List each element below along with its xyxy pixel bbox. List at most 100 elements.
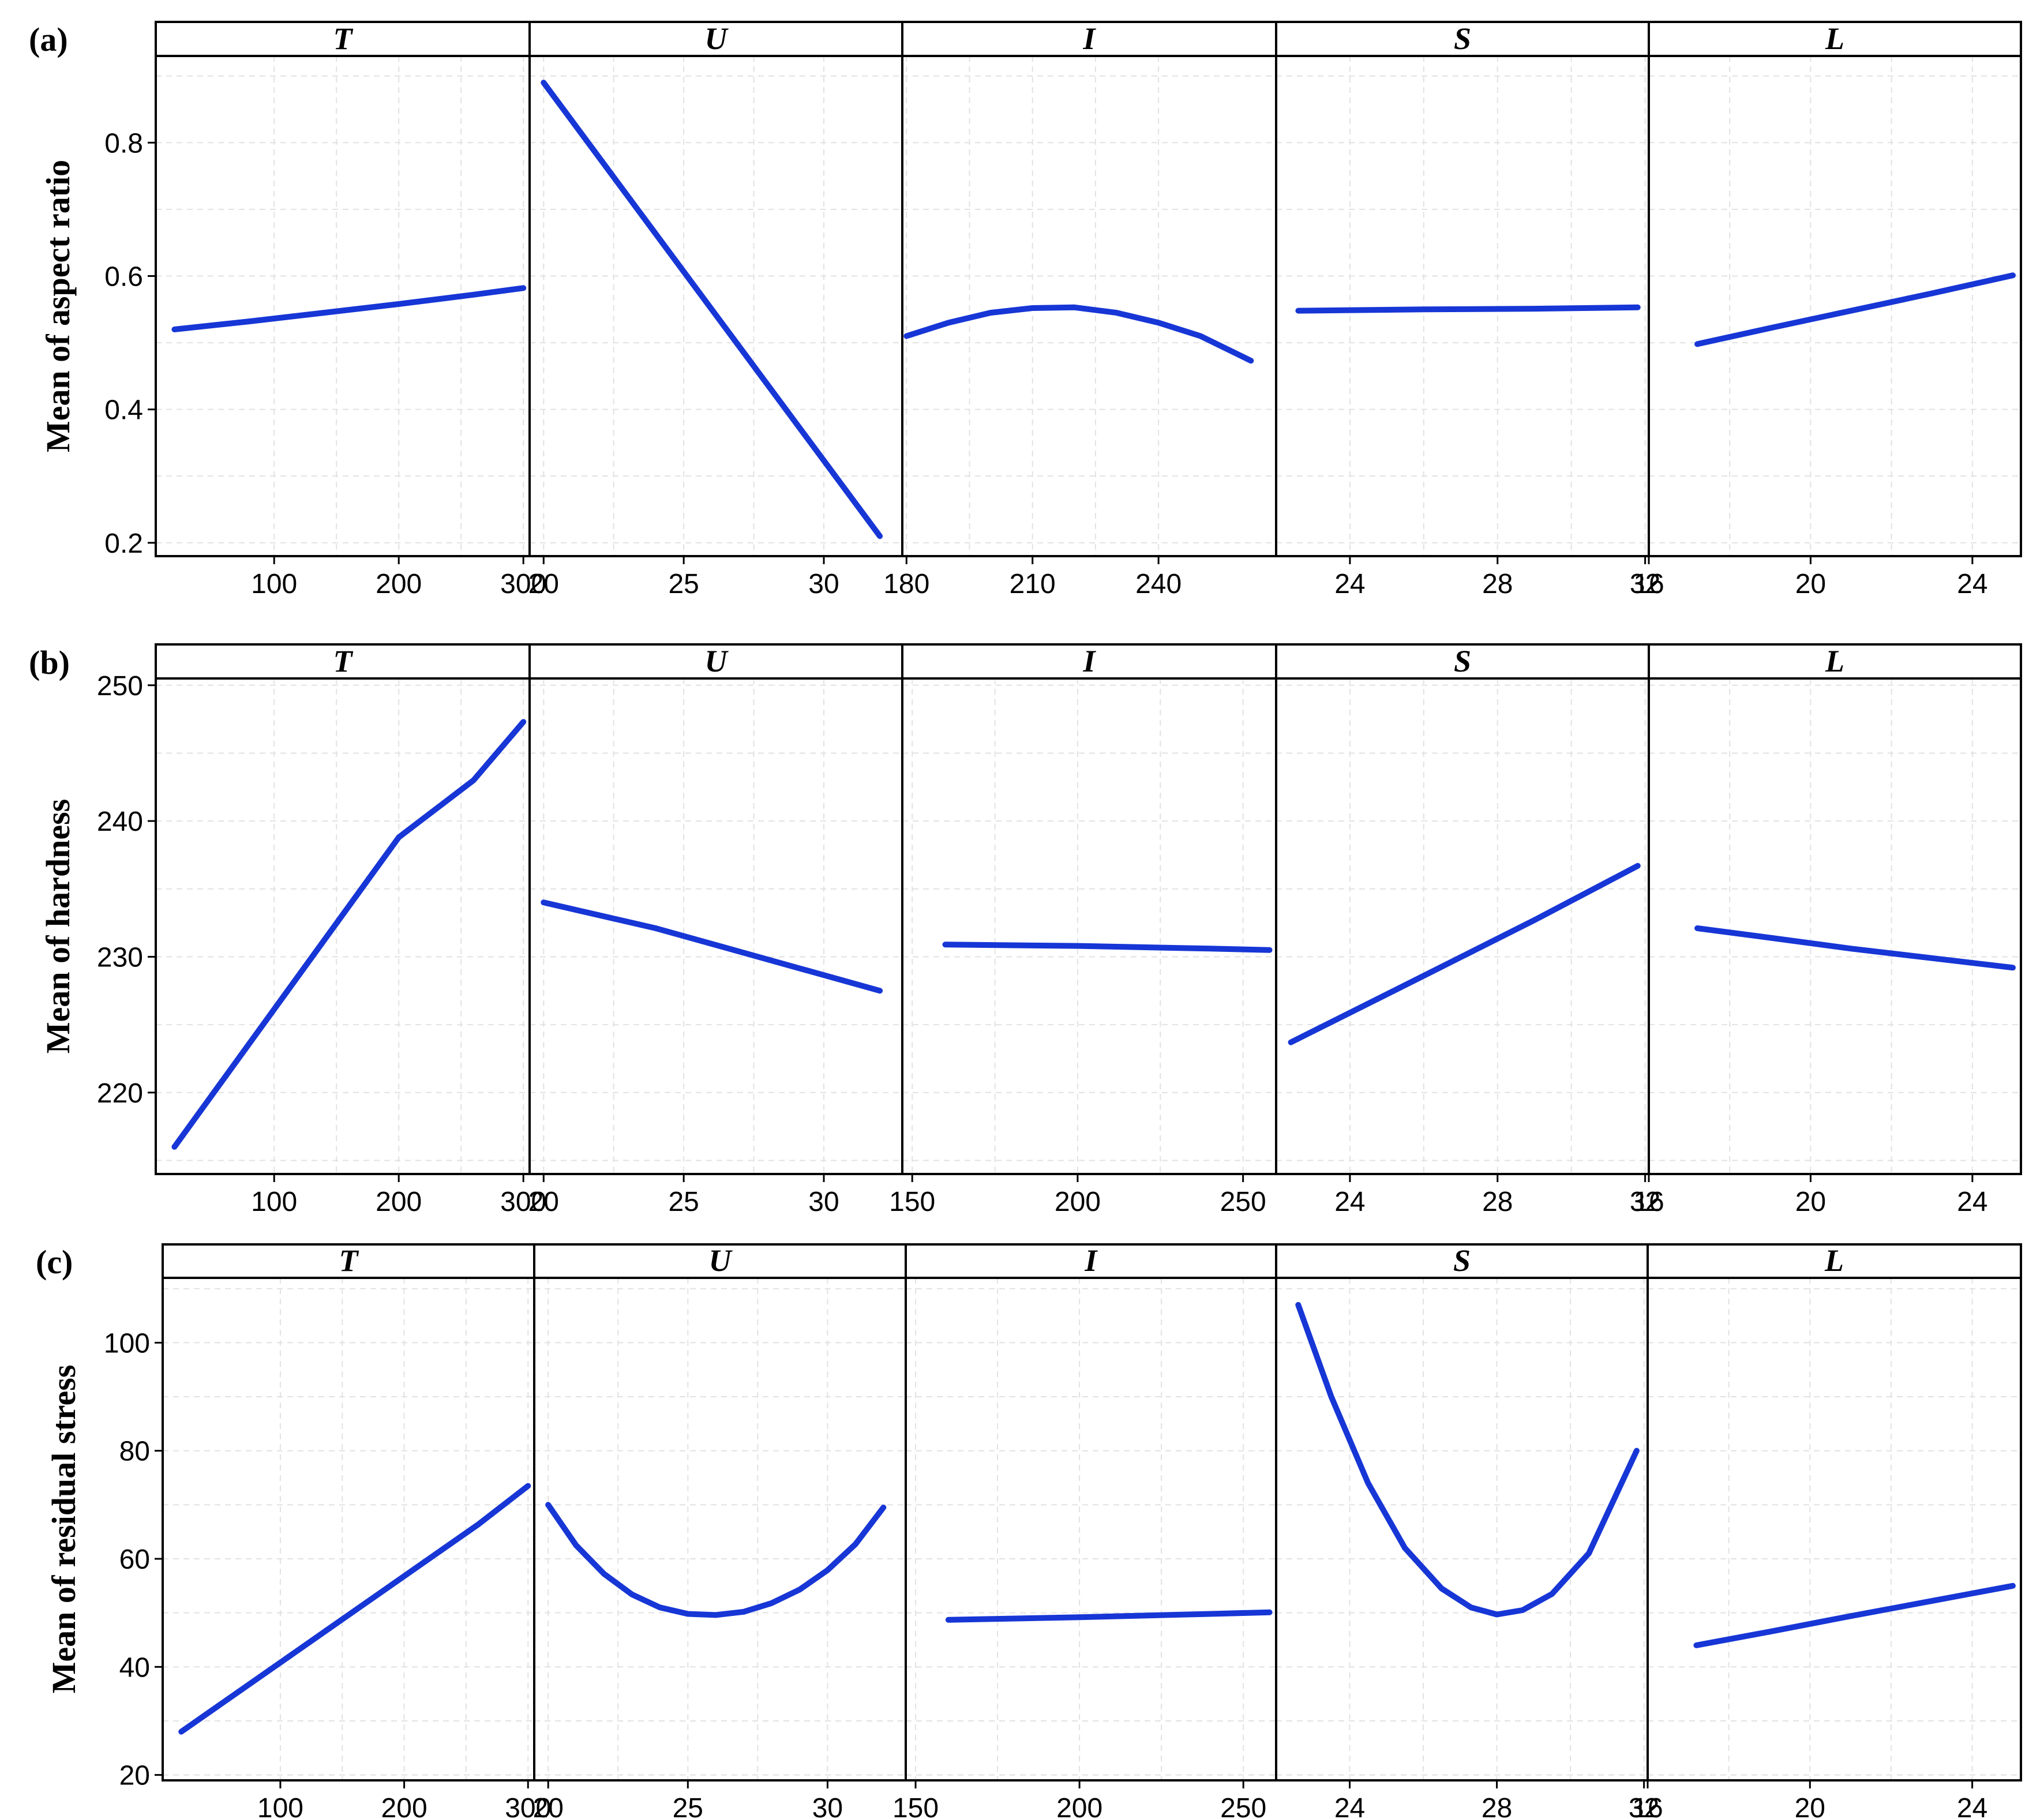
y-tick-label: 40: [119, 1652, 150, 1683]
facet-S: S 24 28 32: [1276, 21, 1660, 599]
x-tick-label: 200: [376, 569, 422, 599]
facet-T: T 100 200 300: [156, 644, 546, 1217]
panel-frame: [155, 21, 2022, 557]
y-tick-label: 0.6: [104, 261, 143, 292]
x-tick-label: 32: [1629, 1793, 1659, 1819]
series-line-U: [541, 899, 883, 994]
y-tick-label: 20: [119, 1761, 150, 1791]
facet-U: U 20 25 30: [533, 1243, 906, 1819]
series-line-S: [1288, 862, 1641, 1045]
facet-T: T 100 200 300: [163, 1243, 551, 1819]
y-tick-label: 0.8: [104, 128, 143, 159]
x-tick-label: 100: [257, 1793, 303, 1819]
y-axis-label: Mean of hardness: [39, 799, 77, 1053]
x-tick-label: 24: [1334, 569, 1365, 599]
x-tick-label: 32: [1630, 1187, 1660, 1217]
x-tick-label: 250: [1220, 1793, 1266, 1819]
x-tick-label: 28: [1482, 1793, 1512, 1819]
x-tick-label: 24: [1957, 569, 1987, 599]
y-tick-label: 220: [97, 1078, 143, 1109]
y-tick-label: 240: [97, 807, 143, 837]
x-tick-label: 30: [808, 1187, 839, 1217]
x-tick-label: 24: [1334, 1793, 1365, 1819]
y-tick-label: 60: [119, 1544, 150, 1575]
facet-strip-label: I: [1084, 1243, 1098, 1278]
facet-strip-label: S: [1454, 644, 1471, 678]
x-tick-label: 200: [381, 1793, 427, 1819]
x-tick-label: 20: [1795, 1793, 1825, 1819]
facet-strip-label: I: [1082, 21, 1096, 56]
x-tick-label: 150: [889, 1187, 935, 1217]
y-axis-label: Mean of residual stress: [45, 1365, 82, 1694]
y-tick-label: 230: [97, 942, 143, 973]
facet-U: U 20 25 30: [528, 644, 902, 1217]
x-tick-label: 25: [673, 1793, 703, 1819]
panel-frame: [155, 643, 2022, 1175]
x-tick-label: 30: [812, 1793, 843, 1819]
series-line-U: [541, 80, 883, 539]
x-tick-label: 24: [1334, 1187, 1365, 1217]
facet-strip-label: U: [709, 1243, 733, 1278]
x-tick-label: 20: [528, 569, 559, 599]
series-line-I: [903, 304, 1254, 364]
series-line-L: [1693, 1582, 2016, 1648]
facet-S: S 24 28 32: [1276, 1243, 1659, 1819]
x-tick-label: 16: [1633, 1187, 1664, 1217]
facet-L: L 16 20 24: [1633, 21, 2021, 599]
panel-letter: (b): [29, 644, 70, 681]
facet-S: S 24 28 32: [1276, 644, 1660, 1217]
facet-strip-label: S: [1453, 1243, 1471, 1278]
x-tick-label: 300: [500, 569, 546, 599]
x-tick-label: 28: [1482, 1187, 1513, 1217]
x-tick-label: 200: [376, 1187, 422, 1217]
y-axis-label: Mean of aspect ratio: [39, 160, 77, 452]
series-line-T: [171, 285, 527, 332]
facet-strip-label: L: [1825, 644, 1844, 678]
panel-letter: (a): [29, 21, 68, 58]
x-tick-label: 25: [668, 569, 699, 599]
x-tick-label: 300: [505, 1793, 551, 1819]
x-tick-label: 20: [1795, 569, 1826, 599]
series-line-U: [545, 1502, 887, 1618]
series-line-S: [1295, 1302, 1640, 1618]
x-tick-label: 200: [1056, 1793, 1102, 1819]
panel-frame: [162, 1243, 2022, 1782]
panel-letter: (c): [36, 1243, 73, 1281]
chart-panel-b: (b) Mean of hardness 220 230 240 250 T 100 200 30…: [29, 643, 2022, 1217]
x-tick-label: 20: [528, 1187, 559, 1217]
facet-strip-label: U: [705, 21, 729, 56]
y-tick-label: 80: [119, 1437, 150, 1467]
series-line-T: [178, 1483, 531, 1735]
y-tick-label: 0.4: [104, 395, 143, 426]
facet-strip-label: T: [333, 21, 354, 56]
x-tick-label: 30: [808, 569, 839, 599]
x-tick-label: 200: [1055, 1187, 1101, 1217]
series-line-T: [171, 719, 527, 1150]
chart-panel-c: (c) Mean of residual stress 20 40 60 80 100 T 10…: [36, 1243, 2022, 1819]
x-tick-label: 28: [1482, 569, 1513, 599]
y-tick-label: 100: [104, 1328, 150, 1359]
y-tick-label: 250: [97, 671, 143, 702]
x-tick-label: 16: [1633, 569, 1664, 599]
x-tick-label: 210: [1010, 569, 1056, 599]
chart-panel-a: (a) Mean of aspect ratio 0.2 0.4 0.6 0.8 T 100 2…: [29, 21, 2022, 599]
x-tick-label: 250: [1220, 1187, 1266, 1217]
x-tick-label: 32: [1630, 569, 1660, 599]
facet-U: U 20 25 30: [528, 21, 902, 599]
facet-strip-label: T: [333, 644, 354, 678]
facet-I: I 150 200 250: [892, 1243, 1276, 1819]
x-tick-label: 24: [1957, 1187, 1987, 1217]
series-line-S: [1295, 304, 1641, 314]
y-tick-label: 0.2: [104, 528, 143, 559]
x-tick-label: 100: [251, 569, 297, 599]
series-line-I: [942, 942, 1273, 953]
series-line-L: [1694, 272, 2016, 347]
facet-I: I 180 210 240: [883, 21, 1276, 599]
facet-strip-label: T: [339, 1243, 359, 1278]
x-tick-label: 100: [251, 1187, 297, 1217]
facet-L: L 16 20 24: [1632, 1243, 2021, 1819]
x-tick-label: 150: [892, 1793, 939, 1819]
x-tick-label: 240: [1135, 569, 1182, 599]
x-tick-label: 24: [1957, 1793, 1987, 1819]
x-tick-label: 180: [883, 569, 929, 599]
